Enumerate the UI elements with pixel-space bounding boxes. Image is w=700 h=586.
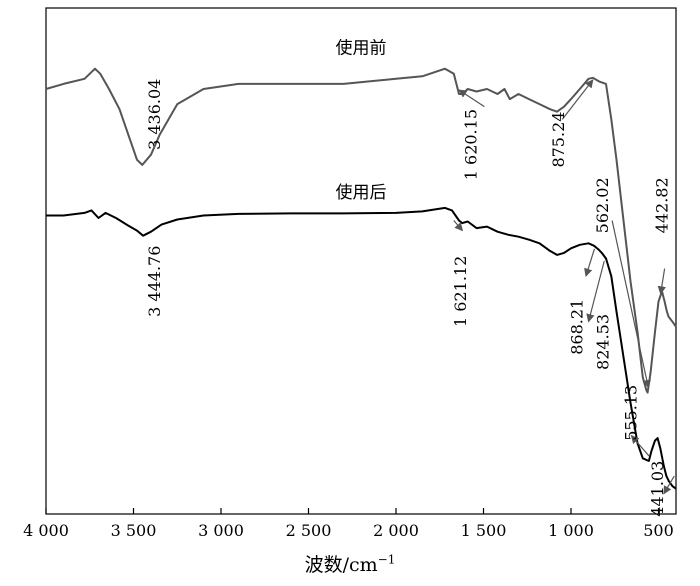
x-tick-label: 4 000	[23, 521, 69, 540]
x-axis-title-text: 波数/cm	[304, 554, 378, 576]
series-line-1	[45, 67, 677, 394]
annotation-arrow	[561, 79, 594, 120]
series-line-2	[46, 206, 677, 490]
annotation-arrow	[611, 220, 651, 389]
peak-label: 3 436.04	[145, 79, 164, 150]
peak-label: 3 444.76	[145, 246, 164, 317]
x-tick-label: 3 500	[111, 521, 157, 540]
annotation-arrow	[458, 89, 485, 108]
x-tick-label: 2 500	[286, 521, 332, 540]
annotation-arrow	[584, 248, 596, 277]
peak-label: 875.24	[549, 112, 568, 168]
plot-frame	[45, 7, 677, 515]
x-tick-label: 3 000	[198, 521, 244, 540]
peak-label: 555.13	[622, 385, 641, 441]
peak-label: 442.82	[652, 177, 671, 233]
annotation-arrow	[586, 260, 605, 323]
series-label-2: 使用后	[336, 182, 387, 203]
x-tick-label: 1 000	[548, 521, 594, 540]
annotation-arrow	[453, 220, 464, 232]
annotation-arrow	[630, 434, 650, 457]
series-label-1: 使用前	[336, 38, 387, 59]
x-tick-label: 1 500	[461, 521, 507, 540]
spectrum-series	[45, 67, 677, 490]
peak-label: 824.53	[594, 314, 613, 370]
x-axis-tick-labels: 4 000 3 500 3 000 2 500 2 000 1 500 1 000 500	[23, 521, 674, 540]
annotation-arrow	[657, 268, 666, 295]
x-tick-label: 2 000	[373, 521, 419, 540]
peak-label: 868.21	[568, 299, 587, 355]
peak-label: 1 621.12	[451, 256, 470, 327]
x-axis-title-exponent: −1	[377, 552, 396, 567]
x-axis-ticks	[45, 508, 660, 514]
annotation-arrow	[663, 475, 675, 495]
peak-label: 1 620.15	[462, 109, 481, 180]
x-tick-label: 500	[643, 521, 674, 540]
x-axis-title: 波数/cm−1	[0, 550, 700, 577]
peak-annotations: 3 436.04 1 620.15 875.24 3 444.76 1 621.12 86…	[145, 79, 675, 517]
peak-label: 441.03	[648, 461, 667, 517]
peak-label: 562.02	[593, 177, 612, 233]
